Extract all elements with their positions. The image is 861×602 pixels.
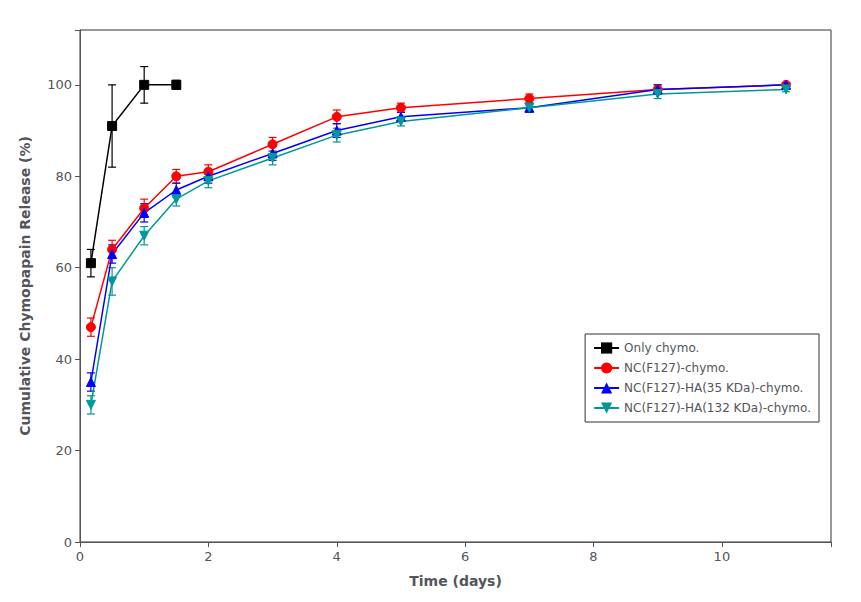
svg-text:NC(F127)-chymo.: NC(F127)-chymo. [624, 361, 729, 375]
svg-text:60: 60 [55, 260, 72, 275]
svg-text:2: 2 [204, 549, 212, 564]
svg-text:10: 10 [714, 549, 731, 564]
svg-text:6: 6 [461, 549, 469, 564]
svg-text:8: 8 [589, 549, 597, 564]
svg-text:Cumulative Chymopapain Release: Cumulative Chymopapain Release (%) [17, 136, 33, 436]
svg-text:80: 80 [55, 169, 72, 184]
svg-text:40: 40 [55, 352, 72, 367]
svg-text:Time (days): Time (days) [409, 573, 502, 589]
svg-text:100: 100 [47, 77, 72, 92]
svg-text:0: 0 [76, 549, 84, 564]
svg-text:20: 20 [55, 443, 72, 458]
svg-text:NC(F127)-HA(132 KDa)-chymo.: NC(F127)-HA(132 KDa)-chymo. [624, 401, 811, 415]
svg-text:NC(F127)-HA(35 KDa)-chymo.: NC(F127)-HA(35 KDa)-chymo. [624, 381, 803, 395]
svg-text:4: 4 [333, 549, 341, 564]
svg-text:Only chymo.: Only chymo. [624, 341, 699, 355]
svg-text:0: 0 [64, 535, 72, 550]
